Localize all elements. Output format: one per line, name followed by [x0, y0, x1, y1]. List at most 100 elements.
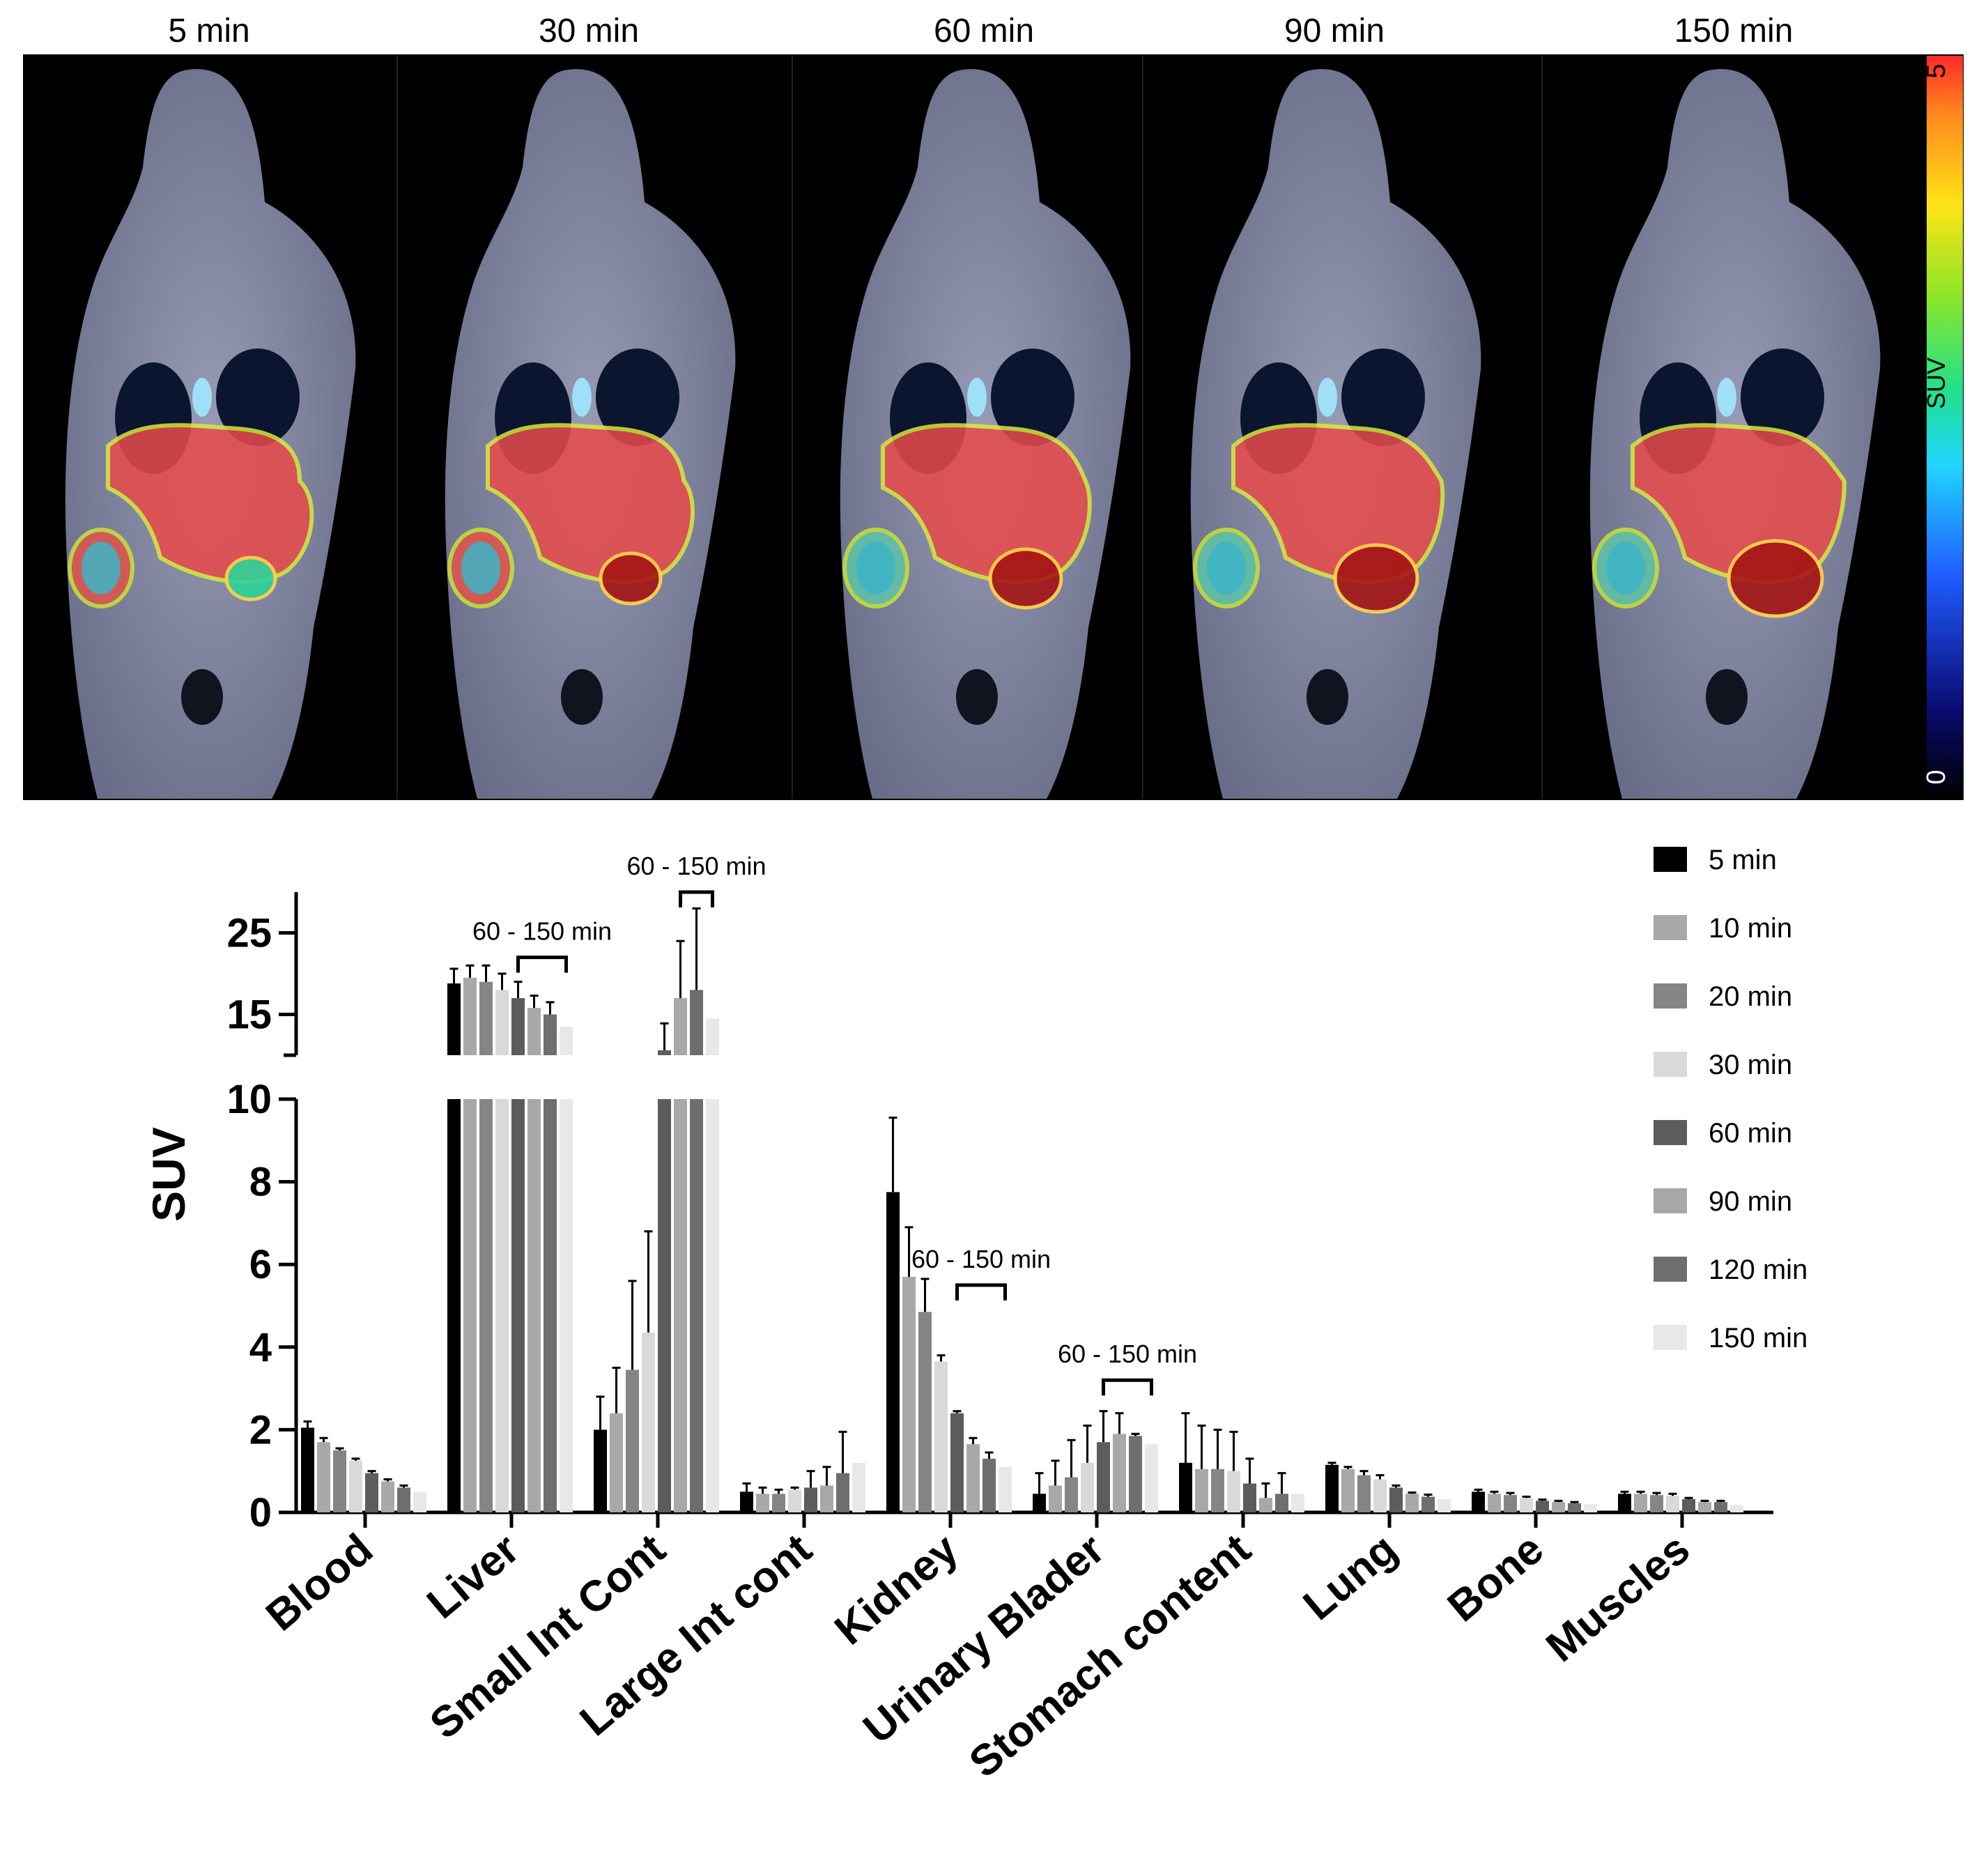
- bar-muscles-30-min: [1666, 1496, 1679, 1512]
- bar-stomach-content-5-min: [1179, 1462, 1192, 1512]
- bar-liver-10-min: [463, 1099, 477, 1512]
- bar-small-int-cont-90-min: [674, 1099, 687, 1512]
- kidney-core: [82, 542, 121, 595]
- dark-region: [181, 669, 223, 725]
- legend-swatch: [1654, 847, 1687, 872]
- bar-small-int-cont-60-min: [658, 1099, 671, 1512]
- bar-bone-20-min: [1504, 1495, 1517, 1512]
- heart-signal: [572, 378, 592, 417]
- colorbar: 5 0 SUV: [1922, 56, 1963, 799]
- bar-blood-90-min: [381, 1481, 394, 1512]
- significance-label: 60 - 150 min: [1058, 1340, 1197, 1368]
- bar-liver-120-min-upper: [544, 1014, 557, 1055]
- y-tick-label: 4: [249, 1325, 272, 1370]
- bar-urinary-blader-60-min: [1097, 1442, 1110, 1512]
- x-category-label: Muscles: [1537, 1525, 1699, 1671]
- time-label: 150 min: [1674, 13, 1794, 49]
- bar-lung-90-min: [1405, 1494, 1419, 1512]
- bar-small-int-cont-30-min: [642, 1333, 655, 1512]
- bar-large-int-cont-5-min: [740, 1491, 753, 1512]
- colorbar-max-label: 5: [1922, 63, 1951, 78]
- legend-swatch: [1654, 983, 1687, 1008]
- bar-lung-150-min: [1438, 1499, 1451, 1512]
- bar-muscles-20-min: [1650, 1495, 1663, 1512]
- bar-liver-5-min: [447, 1099, 461, 1512]
- bar-stomach-content-60-min: [1243, 1483, 1256, 1512]
- liver-uptake: [881, 423, 1092, 584]
- bar-blood-20-min: [333, 1450, 346, 1512]
- x-category-label: Kidney: [826, 1525, 967, 1655]
- bar-urinary-blader-120-min: [1129, 1436, 1142, 1512]
- bar-bone-120-min: [1568, 1503, 1581, 1512]
- significance-bracket: [679, 890, 714, 907]
- bar-liver-5-min-upper: [447, 983, 461, 1055]
- bar-liver-30-min-upper: [495, 990, 509, 1055]
- y-tick-label: 6: [249, 1242, 272, 1287]
- legend-label: 90 min: [1709, 1186, 1792, 1217]
- bar-kidney-150-min: [999, 1466, 1012, 1512]
- liver-uptake: [1231, 423, 1445, 584]
- bar-kidney-60-min: [950, 1413, 964, 1512]
- lung-right: [1741, 348, 1824, 446]
- heart-signal: [1318, 378, 1337, 417]
- bar-urinary-blader-10-min: [1049, 1485, 1062, 1512]
- bar-liver-10-min-upper: [463, 977, 477, 1055]
- bar-kidney-10-min: [902, 1276, 916, 1512]
- legend-swatch: [1654, 1052, 1687, 1077]
- bar-large-int-cont-30-min: [788, 1489, 801, 1512]
- bar-bone-60-min: [1536, 1501, 1549, 1512]
- bar-liver-60-min: [511, 1099, 525, 1512]
- intestine-uptake: [988, 547, 1063, 610]
- y-tick-label: 25: [226, 911, 272, 956]
- bar-chart: 0 2 4 6 8 10 15 25 60 - 150 min 60 - 150 min 60 -…: [143, 845, 1808, 1787]
- legend-label: 20 min: [1709, 981, 1792, 1012]
- bar-small-int-cont-60-min-upper: [658, 1050, 671, 1055]
- bar-liver-60-min-upper: [511, 998, 525, 1055]
- bar-small-int-cont-10-min: [610, 1413, 623, 1512]
- bar-small-int-cont-120-min: [690, 1099, 703, 1512]
- bar-blood-5-min: [301, 1427, 314, 1512]
- bar-small-int-cont-5-min: [594, 1429, 607, 1512]
- lung-right: [596, 348, 679, 446]
- dark-region: [561, 669, 603, 725]
- significance-bracket: [1102, 1378, 1153, 1396]
- bar-lung-120-min: [1421, 1496, 1435, 1512]
- bar-blood-30-min: [349, 1460, 362, 1512]
- legend-label: 60 min: [1709, 1118, 1792, 1149]
- legend-label: 150 min: [1709, 1323, 1808, 1353]
- bar-blood-10-min: [317, 1442, 330, 1512]
- bar-urinary-blader-150-min: [1145, 1444, 1158, 1512]
- significance-label: 60 - 150 min: [626, 852, 766, 880]
- bar-large-int-cont-20-min: [772, 1494, 785, 1512]
- liver-uptake: [106, 423, 314, 584]
- time-label: 5 min: [168, 13, 249, 49]
- bar-large-int-cont-150-min: [852, 1462, 865, 1512]
- bar-small-int-cont-20-min: [626, 1370, 639, 1512]
- x-category-label: Bone: [1439, 1525, 1552, 1631]
- intestine-uptake: [599, 551, 663, 606]
- colorbar-min-label: 0: [1922, 769, 1951, 784]
- bar-blood-120-min: [397, 1487, 410, 1512]
- colorbar-gradient: [1927, 56, 1963, 799]
- significance-label: 60 - 150 min: [472, 917, 612, 946]
- kidney-core: [461, 542, 500, 595]
- bar-bone-150-min: [1584, 1504, 1597, 1512]
- lung-right: [1341, 348, 1425, 446]
- bar-stomach-content-120-min: [1275, 1494, 1288, 1512]
- legend-swatch: [1654, 915, 1687, 940]
- bar-lung-60-min: [1389, 1487, 1403, 1512]
- bar-liver-30-min: [495, 1099, 509, 1512]
- scan-panel: [396, 56, 736, 799]
- legend-swatch: [1654, 1188, 1687, 1213]
- time-label: 60 min: [934, 13, 1034, 49]
- bar-muscles-10-min: [1634, 1494, 1647, 1512]
- bar-muscles-150-min: [1730, 1505, 1743, 1512]
- bar-lung-30-min: [1373, 1479, 1387, 1512]
- bar-lung-5-min: [1325, 1464, 1339, 1512]
- intestine-uptake: [1727, 539, 1824, 618]
- bar-large-int-cont-10-min: [756, 1494, 769, 1512]
- bar-urinary-blader-90-min: [1113, 1434, 1126, 1512]
- bar-small-int-cont-150-min-upper: [706, 1018, 719, 1055]
- bar-stomach-content-90-min: [1259, 1498, 1272, 1512]
- bar-liver-90-min: [527, 1099, 541, 1512]
